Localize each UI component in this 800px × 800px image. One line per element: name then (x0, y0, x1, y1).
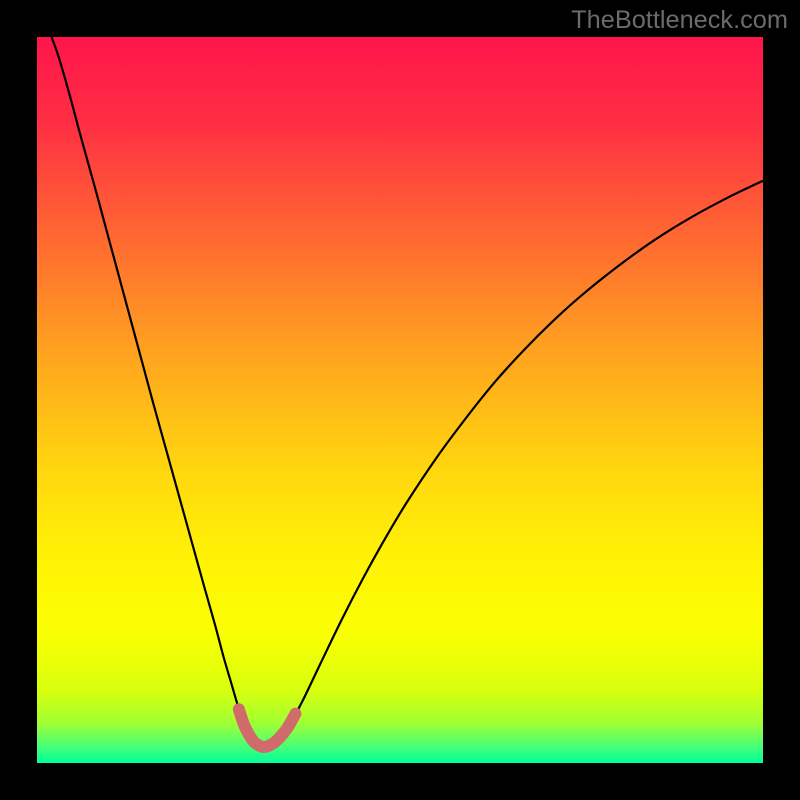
plot-area-background (37, 37, 763, 763)
watermark-text: TheBottleneck.com (571, 6, 788, 35)
chart-container: TheBottleneck.com (0, 0, 800, 800)
bottleneck-curve-chart (0, 0, 800, 800)
